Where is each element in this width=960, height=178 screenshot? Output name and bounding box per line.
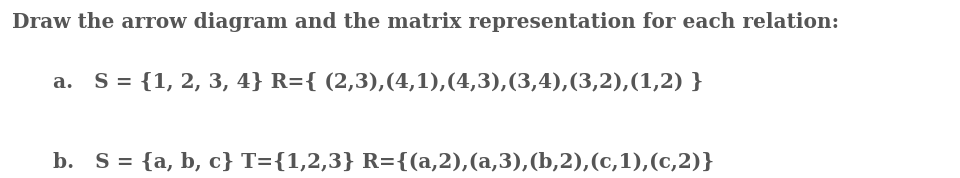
Text: b.   S = {a, b, c} T={1,2,3} R={(a,2),(a,3),(b,2),(c,1),(c,2)}: b. S = {a, b, c} T={1,2,3} R={(a,2),(a,3…	[53, 151, 714, 171]
Text: a.   S = {1, 2, 3, 4} R={ (2,3),(4,1),(4,3),(3,4),(3,2),(1,2) }: a. S = {1, 2, 3, 4} R={ (2,3),(4,1),(4,3…	[53, 71, 703, 91]
Text: Draw the arrow diagram and the matrix representation for each relation:: Draw the arrow diagram and the matrix re…	[12, 12, 839, 32]
